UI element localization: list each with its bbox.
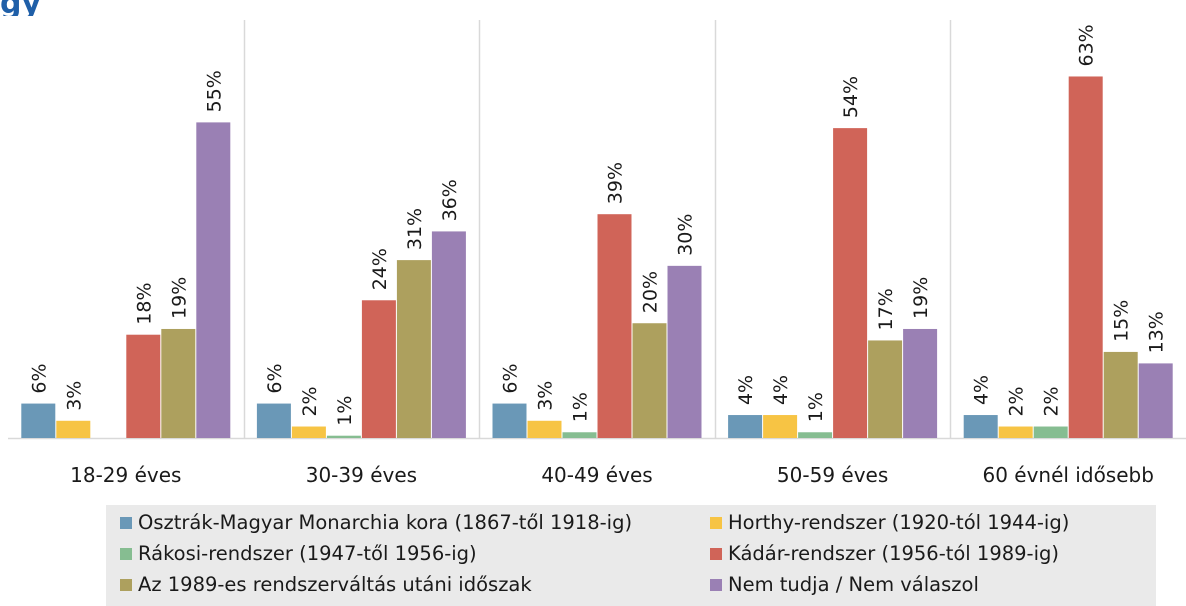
bar-data-label: 17% bbox=[875, 288, 897, 330]
bar bbox=[126, 334, 161, 438]
bar-data-label: 55% bbox=[203, 70, 225, 112]
bar bbox=[396, 260, 431, 438]
bar bbox=[431, 231, 466, 438]
category-tick-label: 30-39 éves bbox=[306, 463, 417, 487]
legend-item: Osztrák-Magyar Monarchia kora (1867-től … bbox=[120, 508, 632, 538]
legend-label: Osztrák-Magyar Monarchia kora (1867-től … bbox=[138, 511, 633, 534]
bar bbox=[1138, 363, 1173, 438]
bar bbox=[667, 265, 702, 438]
bar-data-label: 2% bbox=[1041, 386, 1063, 416]
bar-data-label: 30% bbox=[675, 214, 697, 256]
bar bbox=[1103, 351, 1138, 438]
bar bbox=[21, 403, 56, 438]
legend-swatch bbox=[710, 517, 722, 529]
legend-swatch bbox=[710, 548, 722, 560]
bar-data-label: 1% bbox=[334, 396, 356, 426]
legend-label: Rákosi-rendszer (1947-től 1956-ig) bbox=[138, 542, 477, 565]
legend-label: Horthy-rendszer (1920-tól 1944-ig) bbox=[728, 511, 1070, 534]
bar-data-label: 19% bbox=[168, 277, 190, 319]
legend-label: Nem tudja / Nem válaszol bbox=[728, 573, 979, 596]
bar bbox=[256, 403, 291, 438]
legend-swatch bbox=[120, 517, 132, 529]
chart-legend: Osztrák-Magyar Monarchia kora (1867-től … bbox=[106, 505, 1156, 606]
bar bbox=[998, 426, 1033, 438]
legend-swatch bbox=[120, 548, 132, 560]
bar-data-label: 63% bbox=[1076, 24, 1098, 66]
category-tick-label: 50-59 éves bbox=[777, 463, 888, 487]
bar-data-label: 6% bbox=[500, 363, 522, 393]
legend-item: Horthy-rendszer (1920-tól 1944-ig) bbox=[710, 508, 1069, 538]
bar bbox=[963, 415, 998, 438]
bar-data-label: 2% bbox=[1006, 386, 1028, 416]
bar bbox=[763, 415, 798, 438]
bar bbox=[527, 420, 562, 438]
bar bbox=[597, 214, 632, 438]
bar bbox=[361, 300, 396, 438]
bar-data-label: 4% bbox=[971, 375, 993, 405]
bar-data-label: 6% bbox=[264, 363, 286, 393]
bar-data-label: 1% bbox=[570, 392, 592, 422]
category-tick-label: 60 évnél idősebb bbox=[982, 463, 1153, 487]
bar bbox=[161, 328, 196, 438]
bar bbox=[868, 340, 903, 438]
bar bbox=[492, 403, 527, 438]
category-tick-label: 18-29 éves bbox=[70, 463, 181, 487]
bar bbox=[56, 420, 91, 438]
bar-data-label: 4% bbox=[735, 375, 757, 405]
bar bbox=[1033, 426, 1068, 438]
bar-data-label: 4% bbox=[770, 375, 792, 405]
legend-item: Az 1989-es rendszerváltás utáni időszak bbox=[120, 570, 532, 600]
bar-data-label: 18% bbox=[133, 282, 155, 324]
bar-data-label: 20% bbox=[640, 271, 662, 313]
bar-chart: 6% 3% 18% 19% 55% 18-29 éves 6% 2% 1% 24% 31% 36% 30… bbox=[8, 20, 1186, 487]
bar-data-label: 39% bbox=[605, 162, 627, 204]
bar bbox=[833, 128, 868, 438]
bar-data-label: 6% bbox=[28, 363, 50, 393]
legend-swatch bbox=[120, 579, 132, 591]
legend-item: Nem tudja / Nem válaszol bbox=[710, 570, 979, 600]
bar-data-label: 1% bbox=[805, 392, 827, 422]
bar-data-label: 36% bbox=[439, 179, 461, 221]
legend-label: Az 1989-es rendszerváltás utáni időszak bbox=[138, 573, 532, 596]
bar-data-label: 31% bbox=[404, 208, 426, 250]
legend-item: Rákosi-rendszer (1947-től 1956-ig) bbox=[120, 539, 477, 569]
bar bbox=[291, 426, 326, 438]
bar-data-label: 3% bbox=[63, 381, 85, 411]
bar bbox=[1068, 76, 1103, 438]
bar-data-label: 54% bbox=[840, 76, 862, 118]
bar-data-label: 24% bbox=[369, 248, 391, 290]
bar-data-label: 3% bbox=[535, 381, 557, 411]
legend-label: Kádár-rendszer (1956-tól 1989-ig) bbox=[728, 542, 1059, 565]
bar bbox=[196, 122, 231, 438]
bar bbox=[728, 415, 763, 438]
bar bbox=[562, 432, 597, 438]
legend-swatch bbox=[710, 579, 722, 591]
bar bbox=[632, 323, 667, 438]
bar bbox=[798, 432, 833, 438]
bar-data-label: 15% bbox=[1111, 300, 1133, 342]
bar-data-label: 13% bbox=[1146, 311, 1168, 353]
category-tick-label: 40-49 éves bbox=[541, 463, 652, 487]
bar bbox=[326, 435, 361, 438]
bar bbox=[903, 328, 938, 438]
bar-data-label: 19% bbox=[910, 277, 932, 319]
bar-data-label: 2% bbox=[299, 386, 321, 416]
legend-item: Kádár-rendszer (1956-tól 1989-ig) bbox=[710, 539, 1059, 569]
chart-title-fragment: gy bbox=[0, 0, 41, 16]
